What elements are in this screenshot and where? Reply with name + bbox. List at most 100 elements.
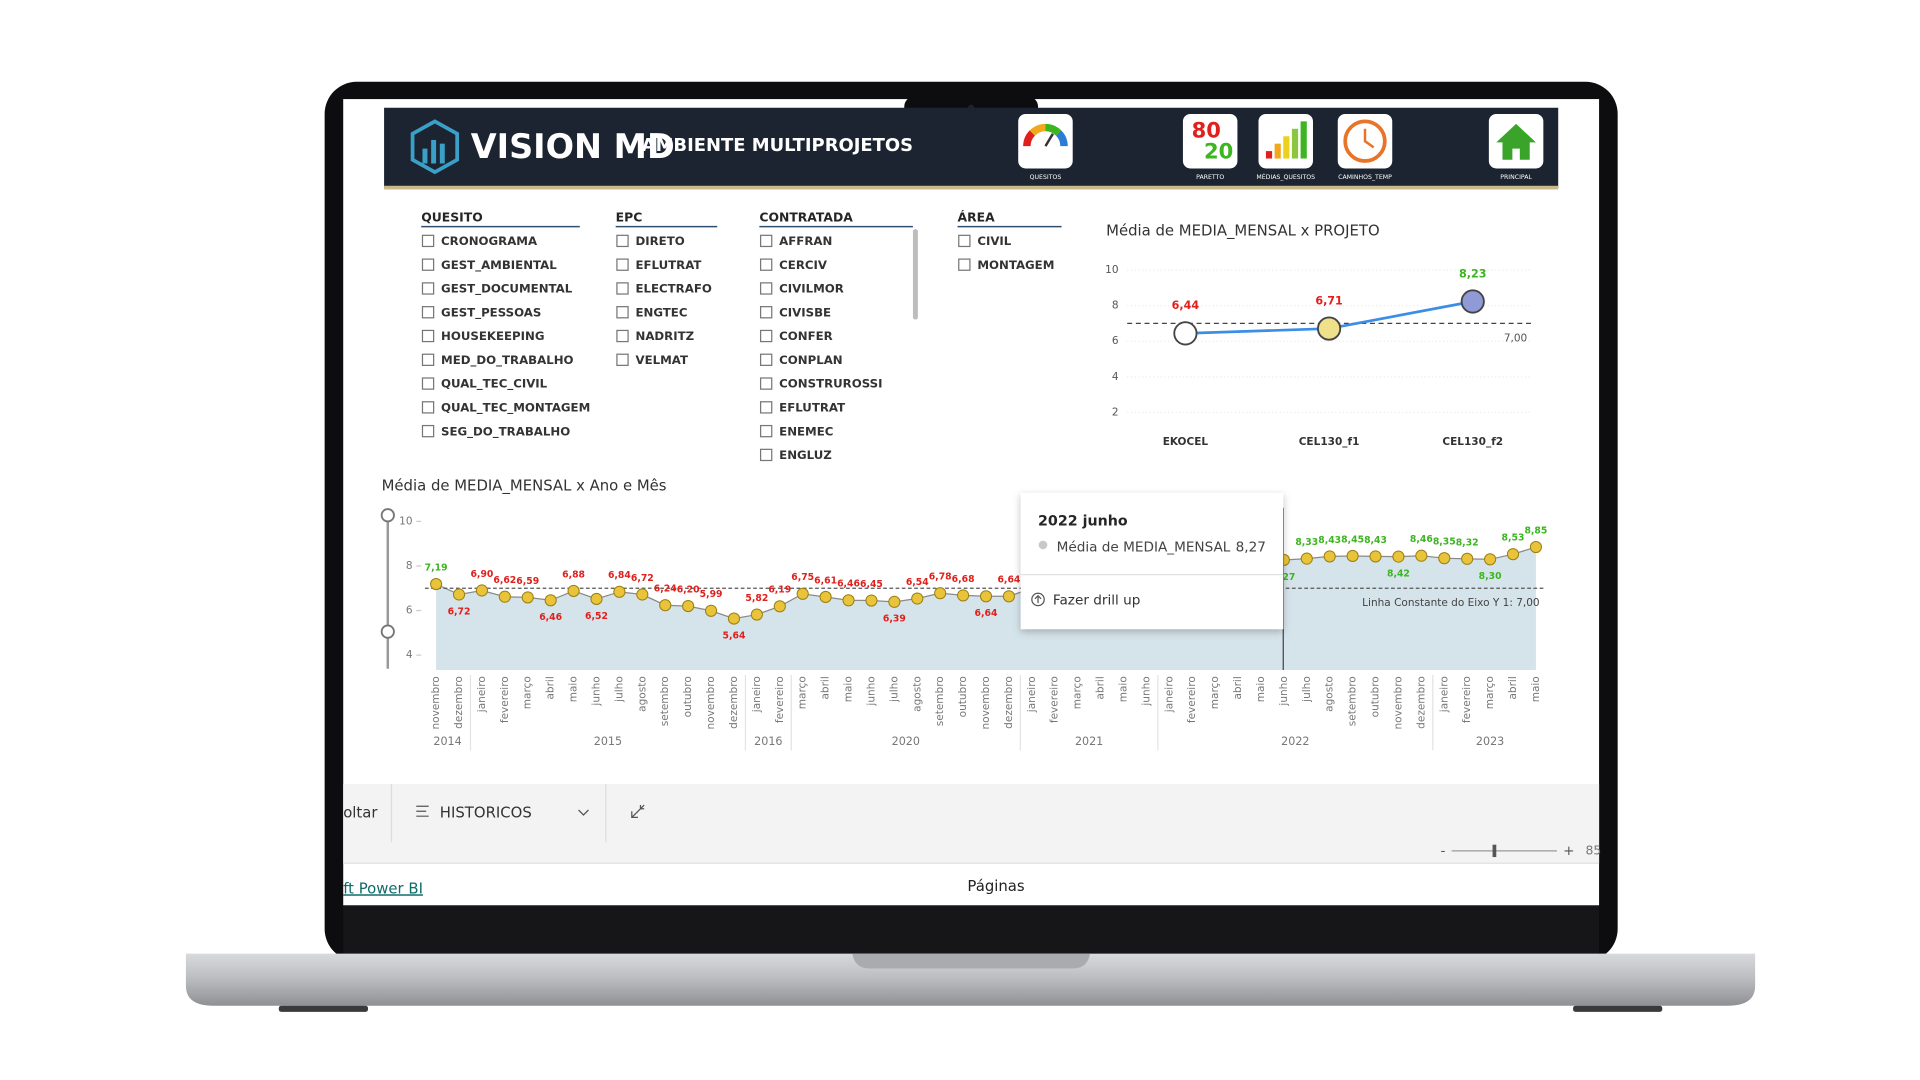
marker [1484, 553, 1497, 566]
y-tick-label: 2 [1112, 406, 1119, 418]
tooltip: 2022 junho Média de MEDIA_MENSAL 8,27 Fa… [1020, 492, 1284, 671]
nav-button[interactable] [1018, 113, 1073, 169]
nav-button[interactable] [1488, 113, 1544, 169]
constant-label: Linha Constante do Eixo Y 1: 7,00 [1362, 597, 1539, 609]
x-tick-label: dezembro [1003, 676, 1015, 729]
filter-item[interactable]: QUAL_TEC_MONTAGEM [441, 400, 590, 415]
tooltip-action[interactable]: Fazer drill up [1053, 593, 1141, 609]
filter-item[interactable]: CONPLAN [779, 353, 842, 367]
checkbox[interactable] [421, 282, 435, 295]
filter-item[interactable]: EFLUTRAT [779, 400, 845, 414]
filter-item[interactable]: VELMAT [636, 353, 689, 367]
y-tick-label: 8 [406, 560, 413, 572]
zoom-thumb[interactable] [1492, 844, 1497, 858]
x-tick-label: abril [1095, 676, 1107, 699]
x-tick-label: outubro [1370, 676, 1382, 717]
filter-item[interactable]: ENGTEC [636, 305, 688, 319]
filter-item[interactable]: ENEMEC [779, 424, 833, 438]
x-tick-label: junho [1140, 676, 1152, 706]
header-subtitle: AMBIENTE MULTIPROJETOS [642, 135, 913, 156]
data-label: 6,59 [516, 576, 539, 587]
x-tick-label: abril [820, 676, 832, 699]
filter-item[interactable]: GEST_DOCUMENTAL [441, 282, 573, 297]
filter-item[interactable]: CONSTRUROSSI [779, 377, 882, 391]
range-slider-handle[interactable] [380, 508, 395, 523]
marker [704, 604, 718, 617]
filter-item[interactable]: ENGLUZ [779, 448, 832, 462]
tooltip-box [1020, 492, 1284, 630]
checkbox[interactable] [421, 401, 435, 414]
checkbox[interactable] [616, 306, 629, 319]
filter-item[interactable]: CRONOGRAMA [441, 234, 538, 248]
bezel-bottom [343, 905, 1600, 954]
menu-icon [416, 805, 429, 817]
filter-item[interactable]: AFFRAN [779, 234, 832, 248]
checkbox[interactable] [759, 424, 773, 438]
x-tick-label: junho [1278, 676, 1290, 706]
data-label: 8,53 [1502, 533, 1525, 544]
marker [567, 584, 580, 598]
filter-item[interactable]: GEST_PESSOAS [441, 305, 541, 320]
data-label: 6,90 [470, 569, 493, 580]
brand-link[interactable]: ft Power BI [343, 879, 423, 897]
zoom-minus[interactable]: - [1441, 843, 1446, 859]
checkbox[interactable] [759, 234, 773, 248]
checkbox[interactable] [421, 329, 435, 343]
checkbox[interactable] [759, 401, 773, 414]
checkbox[interactable] [616, 234, 629, 248]
checkbox[interactable] [759, 258, 773, 271]
filter-item[interactable]: MONTAGEM [977, 258, 1054, 272]
checkbox[interactable] [616, 282, 629, 295]
checkbox[interactable] [616, 329, 629, 343]
filter-item[interactable]: CONFER [779, 329, 833, 343]
filter-item[interactable]: ELECTRAFO [636, 282, 712, 296]
checkbox[interactable] [759, 448, 773, 462]
data-label: 8,32 [1456, 537, 1479, 548]
checkbox[interactable] [616, 353, 629, 366]
collapse-icon[interactable] [631, 804, 645, 819]
checkbox[interactable] [421, 306, 435, 319]
checkbox[interactable] [759, 306, 773, 319]
data-label: 8,46 [1410, 534, 1433, 545]
filter-item[interactable]: NADRITZ [636, 329, 695, 343]
back-button[interactable]: oltar [343, 804, 378, 822]
checkbox[interactable] [759, 282, 773, 295]
checkbox[interactable] [421, 377, 435, 390]
filter-item[interactable]: SEG_DO_TRABALHO [441, 424, 570, 439]
checkbox[interactable] [958, 258, 971, 271]
tooltip-dot [1038, 540, 1048, 550]
checkbox[interactable] [958, 234, 971, 248]
marker [750, 608, 763, 621]
filter-item[interactable]: MED_DO_TRABALHO [441, 353, 573, 368]
checkbox[interactable] [616, 258, 629, 271]
filter-item[interactable]: CIVILMOR [779, 282, 844, 296]
filter-item[interactable]: CIVISBE [779, 305, 831, 319]
y-tick-label: 6 [1112, 335, 1119, 347]
checkbox[interactable] [759, 353, 773, 366]
nav-button[interactable] [1258, 113, 1313, 169]
filter-item[interactable]: DIRETO [636, 234, 685, 248]
filter-item[interactable]: CERCIV [779, 258, 828, 272]
checkbox[interactable] [759, 329, 773, 343]
checkbox[interactable] [759, 377, 773, 390]
x-tick-label: julho [613, 676, 625, 703]
filter-item[interactable]: EFLUTRAT [636, 258, 702, 272]
checkbox[interactable] [421, 234, 435, 248]
checkbox[interactable] [421, 353, 435, 366]
x-tick-label: fevereiro [1461, 676, 1473, 723]
filter-item[interactable]: QUAL_TEC_CIVIL [441, 377, 548, 392]
filter-item[interactable]: HOUSEKEEPING [441, 329, 544, 343]
checkbox[interactable] [421, 258, 435, 271]
checkbox[interactable] [421, 424, 435, 438]
range-slider-handle[interactable] [380, 624, 395, 639]
marker [796, 587, 809, 600]
data-label: 6,64 [975, 608, 998, 619]
zoom-plus[interactable]: + [1563, 843, 1574, 859]
filter-item[interactable]: CIVIL [977, 234, 1011, 248]
page-menu[interactable]: HISTORICOS [440, 804, 532, 822]
nav-button[interactable] [1337, 113, 1393, 169]
filter-item[interactable]: GEST_AMBIENTAL [441, 258, 557, 273]
